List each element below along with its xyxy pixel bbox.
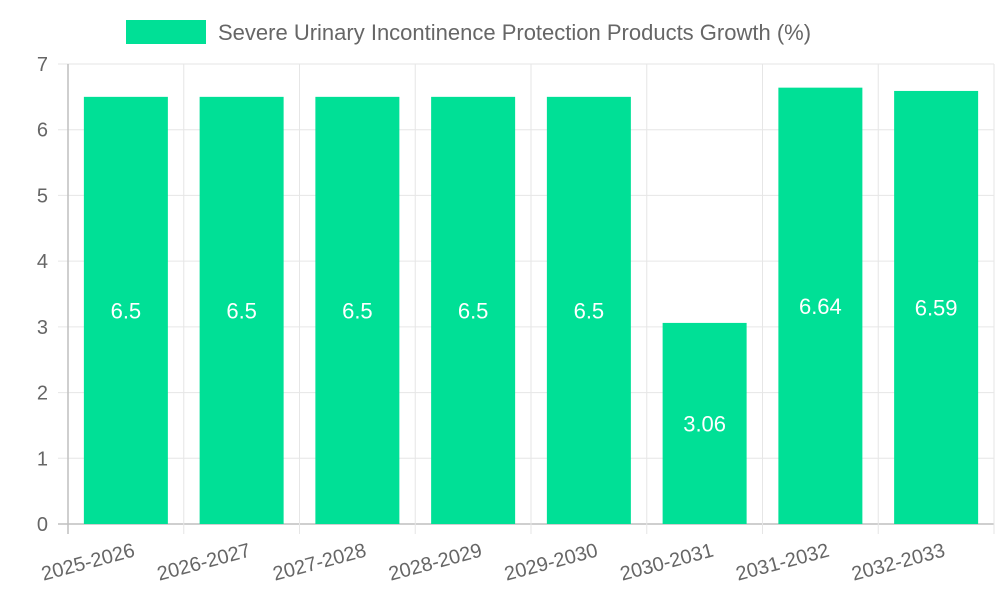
x-tick-label: 2031-2032 <box>734 540 832 586</box>
bar[interactable] <box>431 96 516 524</box>
y-tick-label: 0 <box>37 514 48 536</box>
bar[interactable] <box>199 96 284 524</box>
x-tick-label: 2027-2028 <box>271 540 369 586</box>
legend-swatch <box>126 20 206 44</box>
bar[interactable] <box>662 322 747 524</box>
bar[interactable] <box>83 96 168 524</box>
x-tick-label: 2026-2027 <box>155 540 253 586</box>
x-tick-label: 2028-2029 <box>386 540 484 586</box>
y-tick-label: 2 <box>37 383 48 405</box>
x-tick-label: 2025-2026 <box>39 540 137 586</box>
y-tick-label: 3 <box>37 317 48 339</box>
y-tick-label: 1 <box>37 448 48 470</box>
data-label: 6.5 <box>342 298 373 323</box>
data-label: 6.59 <box>915 295 958 320</box>
bar[interactable] <box>546 96 631 524</box>
data-label: 3.06 <box>683 411 726 436</box>
bar[interactable] <box>315 96 400 524</box>
data-label: 6.5 <box>574 298 605 323</box>
x-tick-label: 2032-2033 <box>849 540 947 586</box>
x-tick-label: 2030-2031 <box>618 540 716 586</box>
data-label: 6.5 <box>458 298 489 323</box>
legend-label: Severe Urinary Incontinence Protection P… <box>218 20 811 45</box>
y-tick-label: 6 <box>37 120 48 142</box>
bar[interactable] <box>778 87 863 525</box>
data-label: 6.5 <box>226 298 257 323</box>
data-label: 6.5 <box>111 298 142 323</box>
bar[interactable] <box>894 90 979 524</box>
y-tick-label: 7 <box>37 54 48 76</box>
bars <box>83 87 979 525</box>
y-tick-label: 4 <box>37 251 48 273</box>
x-tick-label: 2029-2030 <box>502 540 600 586</box>
data-labels: 6.5 6.5 6.5 6.5 6.5 3.06 6.64 6.59 <box>111 294 958 437</box>
legend[interactable]: Severe Urinary Incontinence Protection P… <box>126 20 811 45</box>
y-tick-label: 5 <box>37 185 48 207</box>
data-label: 6.64 <box>799 294 842 319</box>
